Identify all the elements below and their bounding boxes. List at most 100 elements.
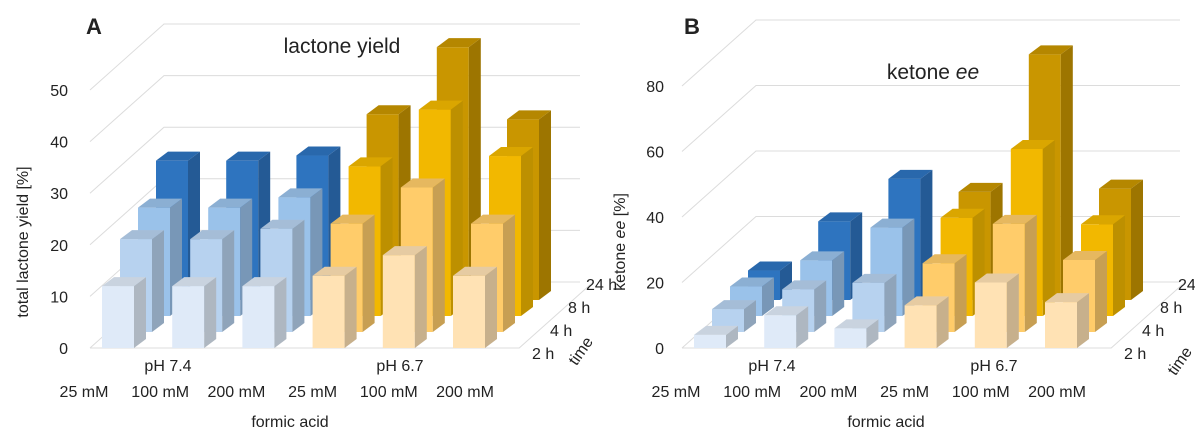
x-tick-label: 200 mM xyxy=(208,384,266,401)
y-axis-label-part: [%] xyxy=(612,193,629,221)
panel-label: A xyxy=(86,14,102,39)
y-tick-label: 20 xyxy=(646,276,664,293)
bar-top xyxy=(190,230,235,240)
depth-tick-label: 24 h xyxy=(1178,277,1195,294)
depth-axis-label: time xyxy=(1165,344,1195,379)
bar-top xyxy=(102,277,146,287)
bar xyxy=(764,315,797,348)
bar-side xyxy=(1077,293,1089,348)
bar-side xyxy=(539,110,551,301)
bar-side xyxy=(796,306,809,348)
bar-top xyxy=(974,273,1019,283)
bar xyxy=(102,286,134,348)
gridline xyxy=(681,85,1180,152)
bar xyxy=(382,255,415,348)
depth-tick-label: 24 h xyxy=(586,277,617,294)
bar-side xyxy=(1024,214,1037,332)
bar-top xyxy=(992,214,1037,224)
bar-side xyxy=(204,277,217,348)
x-tick-label: 100 mM xyxy=(360,384,418,401)
chart-title: ketone ee xyxy=(887,61,979,84)
bar-top xyxy=(366,105,411,115)
bar-top xyxy=(1028,45,1073,55)
gridline xyxy=(89,75,580,142)
bar-top xyxy=(382,246,427,256)
depth-tick-label: 8 h xyxy=(1160,300,1182,317)
bar-top xyxy=(712,300,756,310)
chart-title: lactone yield xyxy=(284,35,401,58)
bar-side xyxy=(414,246,427,348)
group-label: pH 6.7 xyxy=(376,358,423,375)
bar-top xyxy=(888,169,933,179)
floor-line xyxy=(90,281,594,349)
bar-top xyxy=(1045,293,1089,303)
bar-top xyxy=(764,306,809,316)
bar-side xyxy=(152,230,164,332)
x-tick-label: 25 mM xyxy=(652,384,701,401)
bar xyxy=(694,334,726,348)
x-tick-label: 25 mM xyxy=(60,384,109,401)
bar-top xyxy=(958,182,1003,192)
bar-top xyxy=(260,219,305,229)
bar-top xyxy=(453,266,497,276)
x-tick-label: 25 mM xyxy=(288,384,337,401)
bar-side xyxy=(362,214,375,332)
chart-title-text: ketone xyxy=(887,61,956,84)
bar-side xyxy=(344,266,357,348)
bar-side xyxy=(936,296,949,348)
bar-top xyxy=(172,277,217,287)
bar-side xyxy=(762,277,774,316)
panel-label: B xyxy=(684,14,700,39)
group-label: pH 7.4 xyxy=(748,358,795,375)
bar-top xyxy=(1063,250,1107,260)
y-tick-label: 30 xyxy=(50,186,68,203)
bar-top xyxy=(800,251,845,261)
bar-top xyxy=(507,110,551,120)
bar-side xyxy=(832,251,845,316)
bar-top xyxy=(120,230,164,240)
bar-side xyxy=(274,277,287,348)
bar-top xyxy=(694,325,738,335)
y-tick-label: 0 xyxy=(655,341,664,358)
bar-top xyxy=(242,277,287,287)
x-tick-label: 200 mM xyxy=(436,384,494,401)
bar-top xyxy=(296,146,341,156)
bar-top xyxy=(471,214,515,224)
bar-top xyxy=(348,157,393,167)
depth-tick-label: 8 h xyxy=(568,300,590,317)
depth-tick-label: 4 h xyxy=(1142,323,1164,340)
bar xyxy=(312,275,345,348)
y-tick-label: 10 xyxy=(50,289,68,306)
bar-side xyxy=(222,230,235,332)
bar-top xyxy=(748,261,792,271)
bar-top xyxy=(226,151,271,161)
bar-top xyxy=(870,218,915,228)
bar-top xyxy=(1099,179,1143,189)
y-axis-label: total lactone yield [%] xyxy=(15,166,32,317)
x-tick-label: 100 mM xyxy=(131,384,189,401)
bar-top xyxy=(1010,139,1055,149)
group-label: pH 7.4 xyxy=(144,358,191,375)
y-axis-label: ketone ee [%] xyxy=(612,193,629,291)
bar-side xyxy=(1060,45,1073,300)
bars xyxy=(102,38,551,348)
bar-side xyxy=(954,254,967,332)
bar-side xyxy=(726,325,738,348)
depth-tick-label: 2 h xyxy=(1124,346,1146,363)
gridline xyxy=(681,19,1180,87)
bar-side xyxy=(1042,139,1055,316)
bar-side xyxy=(814,280,827,332)
y-tick-label: 20 xyxy=(50,238,68,255)
bar-side xyxy=(521,147,533,316)
bar-top xyxy=(1081,215,1125,225)
y-tick-label: 60 xyxy=(646,145,664,162)
bar-side xyxy=(866,319,879,348)
bar-top xyxy=(730,277,774,287)
bar-top xyxy=(436,38,481,48)
bar-side xyxy=(292,219,305,332)
bar-side xyxy=(1131,179,1143,300)
bar-top xyxy=(138,198,182,208)
bars xyxy=(694,45,1143,348)
